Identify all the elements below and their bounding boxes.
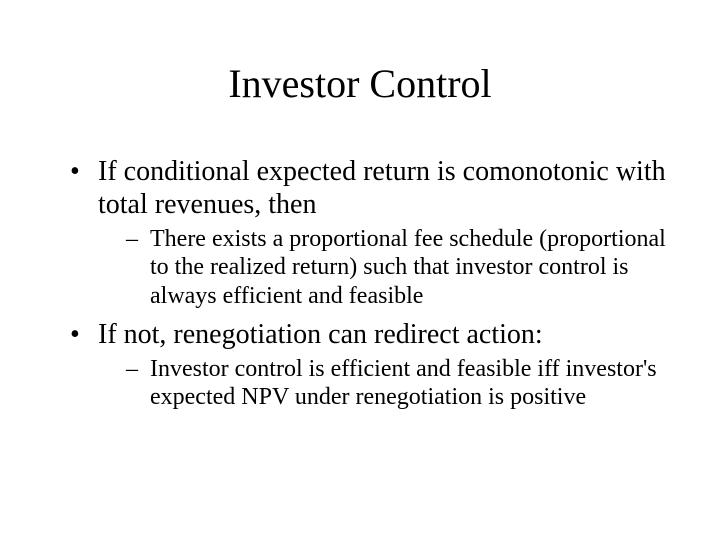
bullet-item: If not, renegotiation can redirect actio…: [70, 318, 670, 412]
slide-title: Investor Control: [50, 60, 670, 107]
bullet-text: If not, renegotiation can redirect actio…: [98, 319, 543, 350]
sub-bullet-item: There exists a proportional fee schedule…: [126, 225, 670, 310]
sub-bullet-text: Investor control is efficient and feasib…: [150, 356, 657, 410]
sub-bullet-text: There exists a proportional fee schedule…: [150, 226, 666, 309]
slide: Investor Control If conditional expected…: [0, 0, 720, 540]
sub-bullet-list: Investor control is efficient and feasib…: [126, 355, 670, 412]
bullet-item: If conditional expected return is comono…: [70, 155, 670, 310]
sub-bullet-item: Investor control is efficient and feasib…: [126, 355, 670, 412]
bullet-text: If conditional expected return is comono…: [98, 156, 666, 220]
sub-bullet-list: There exists a proportional fee schedule…: [126, 225, 670, 310]
bullet-list: If conditional expected return is comono…: [70, 155, 670, 412]
